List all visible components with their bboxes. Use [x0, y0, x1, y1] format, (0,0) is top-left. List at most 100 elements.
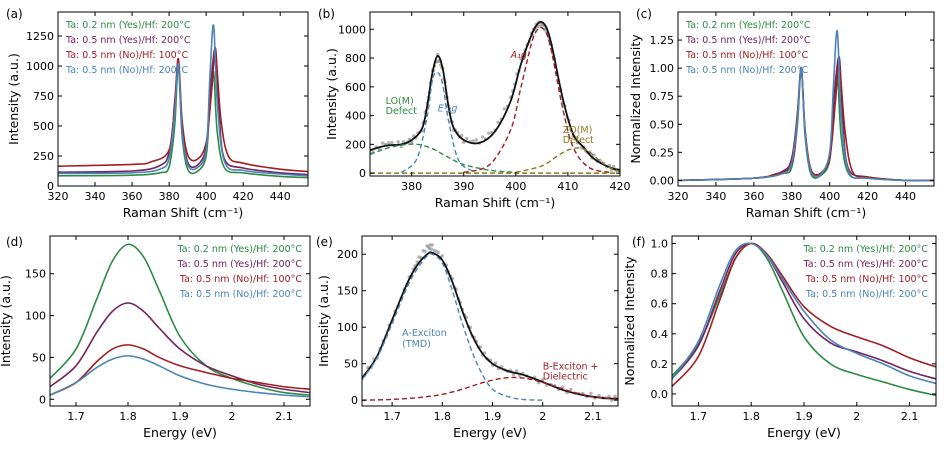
- x-tick-label: 320: [48, 190, 69, 203]
- y-tick-label: 50: [344, 358, 358, 371]
- x-tick-label: 320: [668, 190, 689, 203]
- x-tick-label: 420: [610, 180, 631, 193]
- x-axis-label: Raman Shift (cm⁻¹): [435, 195, 556, 210]
- panel-label-e: (e): [316, 235, 333, 249]
- data-point: [502, 107, 507, 111]
- x-axis-label: Raman Shift (cm⁻¹): [123, 205, 244, 220]
- data-point: [440, 254, 445, 258]
- x-tick-label: 2: [229, 410, 236, 423]
- y-tick-label: 400: [345, 110, 366, 123]
- chart-panel-e: (e) 1.7 1.8 1.9 2 2.1 0 50 100 150 200 Energy (eV) I…: [316, 235, 619, 440]
- series-f-1: [672, 242, 936, 380]
- legend-f: Ta: 0.2 nm (Yes)/Hf: 200°C Ta: 0.5 nm (Ye…: [802, 244, 928, 300]
- data-point: [387, 141, 391, 145]
- x-axis-label: Energy (eV): [143, 425, 217, 440]
- x-tick-label: 340: [85, 190, 106, 203]
- x-tick-label: 380: [401, 180, 422, 193]
- data-point: [493, 361, 498, 365]
- annotation: Dielectric: [543, 372, 588, 383]
- y-axis-label: Intensity (a.u.): [324, 48, 339, 140]
- series-c-0: [678, 67, 934, 182]
- data-point: [430, 243, 434, 247]
- x-tick-label: 1.9: [795, 410, 813, 423]
- y-axis-label: Intensity (a.u.): [316, 275, 331, 367]
- data-point: [471, 139, 475, 143]
- x-tick-label: 420: [233, 190, 254, 203]
- data-point: [612, 164, 616, 169]
- x-tick-label: 1.9: [484, 410, 502, 423]
- annotation: LO(M): [386, 96, 414, 107]
- x-tick-label: 400: [505, 180, 526, 193]
- x-axis-label: Raman Shift (cm⁻¹): [746, 205, 867, 220]
- annotation: A-Exciton: [402, 328, 447, 339]
- legend-entry: Ta: 0.5 nm (Yes)/Hf: 200°C: [802, 259, 928, 270]
- y-axis-label: Normalized Intensity: [628, 34, 643, 164]
- chart-panel-b: (b) 380 390 400 410 420 0 200 400 600 800 1000 Raman…: [318, 7, 631, 210]
- annotation: B-Exciton +: [543, 362, 599, 373]
- x-tick-label: 2: [539, 410, 546, 423]
- x-tick-label: 380: [159, 190, 180, 203]
- y-tick-label: 100: [337, 321, 358, 334]
- legend-entry: Ta: 0.5 nm (No)/Hf: 100°C: [685, 50, 808, 61]
- panel-label-a: (a): [6, 7, 23, 21]
- y-tick-label: 600: [345, 81, 366, 94]
- x-tick-label: 1.7: [690, 410, 708, 423]
- series-d-1: [50, 302, 310, 394]
- legend-entry: Ta: 0.2 nm (Yes)/Hf: 200°C: [176, 244, 302, 255]
- axes-frame-c: [677, 11, 935, 187]
- series-d-2: [50, 344, 310, 396]
- data-point: [459, 133, 464, 138]
- x-tick-label: 360: [743, 190, 764, 203]
- y-tick-label: 0: [39, 393, 46, 406]
- series-e-2: [362, 252, 543, 401]
- series-a-1: [58, 47, 308, 176]
- y-tick-label: 0.00: [650, 174, 675, 187]
- legend-entry: Ta: 0.5 nm (Yes)/Hf: 200°C: [176, 259, 302, 270]
- plot-area-c: [678, 30, 934, 182]
- y-tick-label: 200: [337, 248, 358, 261]
- y-axis-label: Intensity (a.u.): [6, 53, 21, 145]
- x-tick-label: 400: [819, 190, 840, 203]
- y-axis-label: Normalized Intensity: [622, 256, 637, 386]
- x-tick-label: 440: [270, 190, 291, 203]
- x-tick-label: 340: [705, 190, 726, 203]
- data-point: [487, 131, 491, 135]
- legend-entry: Ta: 0.2 nm (Yes)/Hf: 200°C: [685, 20, 811, 31]
- data-point: [607, 394, 611, 399]
- axes-frame-a: [57, 11, 309, 187]
- legend-entry: Ta: 0.5 nm (No)/Hf: 100°C: [805, 274, 928, 285]
- x-tick-label: 390: [453, 180, 474, 193]
- y-tick-label: 1.25: [650, 34, 675, 47]
- x-tick-label: 380: [781, 190, 802, 203]
- y-tick-label: 0.50: [650, 118, 675, 131]
- legend-c: Ta: 0.2 nm (Yes)/Hf: 200°C Ta: 0.5 nm (Ye…: [685, 20, 811, 76]
- plot-area-b: [370, 20, 620, 174]
- y-tick-label: 100: [25, 310, 46, 323]
- x-tick-label: 2.1: [901, 410, 919, 423]
- plot-area-a: [58, 24, 308, 179]
- x-tick-label: 1.8: [742, 410, 760, 423]
- y-tick-label: 0: [47, 180, 54, 193]
- x-axis-label: Energy (eV): [767, 425, 841, 440]
- y-tick-label: 150: [337, 285, 358, 298]
- y-tick-label: 0.4: [651, 328, 669, 341]
- y-tick-label: 50: [32, 351, 46, 364]
- legend-d: Ta: 0.2 nm (Yes)/Hf: 200°C Ta: 0.5 nm (Ye…: [176, 244, 302, 300]
- chart-panel-a: (a) 320 340 360 380 400 420 440 0 250 500 750 1000 12…: [6, 7, 309, 220]
- chart-panel-f: (f) 1.7 1.8 1.9 2 2.1 0.0 0.2 0.4 0.6 0.8 1.0 Energy…: [622, 235, 937, 440]
- x-tick-label: 2.1: [275, 410, 293, 423]
- series-a-3: [58, 24, 308, 177]
- data-point: [474, 138, 478, 142]
- x-tick-label: 1.7: [383, 410, 401, 423]
- series-d-3: [50, 354, 310, 398]
- data-point: [589, 391, 593, 396]
- panel-label-f: (f): [632, 235, 646, 249]
- y-tick-label: 500: [33, 120, 54, 133]
- plot-area-e: [362, 243, 618, 402]
- legend-entry: Ta: 0.5 nm (Yes)/Hf: 200°C: [685, 35, 811, 46]
- legend-entry: Ta: 0.5 nm (No)/Hf: 200°C: [805, 289, 928, 300]
- series-c-3: [678, 30, 934, 182]
- legend-entry: Ta: 0.5 nm (No)/Hf: 200°C: [65, 65, 188, 76]
- x-tick-label: 420: [857, 190, 878, 203]
- y-tick-label: 150: [25, 268, 46, 281]
